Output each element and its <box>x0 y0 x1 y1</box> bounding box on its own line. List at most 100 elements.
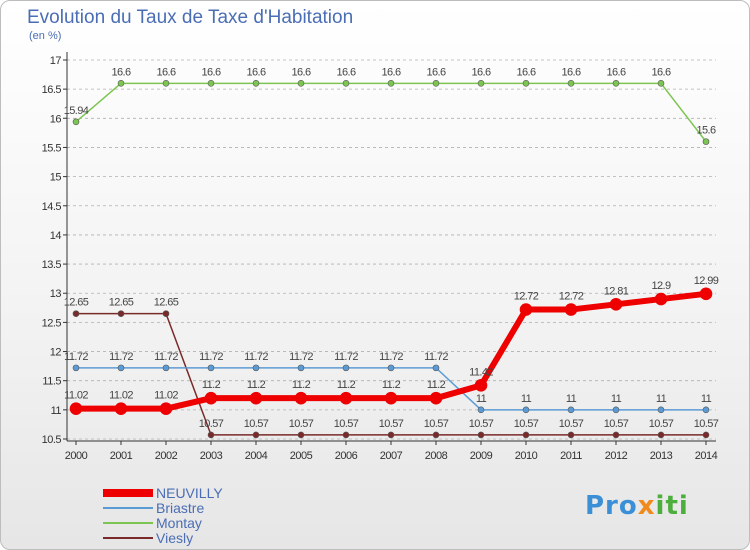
data-point-montay <box>522 80 530 87</box>
data-label-montay: 16.6 <box>426 66 445 78</box>
data-point-montay <box>477 80 485 87</box>
data-label-viesly: 10.57 <box>199 418 224 430</box>
series-line-viesly <box>76 312 706 436</box>
data-point-viesly <box>612 431 620 439</box>
data-point-neuvilly <box>609 298 623 311</box>
data-label-viesly: 12.65 <box>154 297 179 309</box>
data-point-montay <box>117 80 125 87</box>
legend-label-neuvilly: NEUVILLY <box>156 485 223 501</box>
y-tick-label: 12.5 <box>42 317 62 329</box>
chart-title: Evolution du Taux de Taxe d'Habitation <box>27 7 354 28</box>
data-label-briastre: 11 <box>611 393 622 405</box>
data-label-montay: 16.6 <box>381 66 400 78</box>
data-label-briastre: 11 <box>521 393 532 405</box>
y-tick-label: 10.5 <box>42 434 62 446</box>
data-point-montay <box>657 80 665 87</box>
data-point-montay <box>162 80 170 87</box>
y-tick-label: 11 <box>51 405 62 417</box>
data-label-neuvilly: 11.2 <box>202 379 221 391</box>
data-point-briastre <box>72 364 80 372</box>
data-point-briastre <box>297 364 305 372</box>
data-label-montay: 15.6 <box>696 125 715 137</box>
data-label-viesly: 10.57 <box>514 418 539 430</box>
data-label-neuvilly: 11.02 <box>64 390 88 402</box>
data-label-briastre: 11.72 <box>64 351 88 363</box>
data-point-viesly <box>207 431 215 439</box>
data-point-briastre <box>612 406 620 414</box>
data-point-neuvilly <box>339 391 353 405</box>
x-tick-label: 2004 <box>245 450 268 462</box>
data-point-neuvilly <box>294 391 308 405</box>
data-point-montay <box>387 80 395 87</box>
data-label-montay: 16.6 <box>156 66 175 78</box>
data-point-briastre <box>702 406 710 414</box>
data-point-montay <box>72 118 80 126</box>
logo-part-2: x <box>637 491 656 521</box>
y-tick-label: 17 <box>50 55 62 67</box>
data-label-viesly: 10.57 <box>469 418 494 430</box>
y-tick-label: 15 <box>50 172 62 184</box>
data-label-briastre: 11.72 <box>109 351 133 363</box>
x-tick-label: 2001 <box>110 450 133 462</box>
y-tick-label: 13.5 <box>42 259 62 271</box>
data-point-neuvilly <box>114 402 128 415</box>
x-tick-label: 2013 <box>650 450 673 462</box>
data-label-neuvilly: 12.99 <box>694 275 719 287</box>
data-label-montay: 16.6 <box>471 66 490 78</box>
data-label-neuvilly: 11.42 <box>469 366 493 378</box>
x-tick-label: 2002 <box>155 450 178 462</box>
data-label-montay: 16.6 <box>606 66 625 78</box>
logo-part-1: Pro <box>585 491 638 521</box>
data-label-montay: 16.6 <box>246 66 265 78</box>
data-point-briastre <box>342 364 350 372</box>
data-label-briastre: 11.72 <box>154 351 178 363</box>
x-tick-label: 2005 <box>290 450 313 462</box>
data-label-viesly: 10.57 <box>559 418 584 430</box>
data-point-viesly <box>387 431 395 439</box>
data-label-neuvilly: 11.2 <box>382 379 401 391</box>
data-label-briastre: 11 <box>566 393 577 405</box>
y-tick-label: 14.5 <box>42 201 62 213</box>
data-point-viesly <box>657 431 665 439</box>
legend-label-briastre: Briastre <box>156 500 204 516</box>
data-point-briastre <box>207 364 215 372</box>
data-label-viesly: 10.57 <box>694 418 719 430</box>
data-label-montay: 16.6 <box>336 66 355 78</box>
data-point-neuvilly <box>474 379 488 392</box>
data-label-briastre: 11.72 <box>379 351 403 363</box>
x-tick-label: 2009 <box>470 450 493 462</box>
data-label-briastre: 11.72 <box>244 351 268 363</box>
data-point-viesly <box>252 431 260 439</box>
data-point-neuvilly <box>699 287 713 301</box>
data-label-briastre: 11.72 <box>199 351 223 363</box>
x-tick-label: 2007 <box>380 450 403 462</box>
data-label-viesly: 10.57 <box>649 418 674 430</box>
data-point-briastre <box>117 364 125 372</box>
data-label-montay: 16.6 <box>651 66 670 78</box>
y-tick-label: 14 <box>50 230 62 242</box>
y-tick-label: 15.5 <box>42 142 62 154</box>
data-label-briastre: 11.72 <box>334 351 358 363</box>
data-point-viesly <box>522 431 530 439</box>
data-label-neuvilly: 11.2 <box>292 379 311 391</box>
data-label-viesly: 10.57 <box>424 418 449 430</box>
data-point-viesly <box>477 431 485 439</box>
x-tick-label: 2008 <box>425 450 448 462</box>
data-point-viesly <box>297 431 305 439</box>
y-tick-label: 16.5 <box>42 84 62 96</box>
data-point-briastre <box>657 406 665 414</box>
data-point-montay <box>432 80 440 87</box>
data-label-briastre: 11.72 <box>424 351 448 363</box>
data-point-montay <box>207 80 215 87</box>
data-label-montay: 16.6 <box>561 66 580 78</box>
unit-label: (en %) <box>29 30 62 42</box>
data-label-montay: 16.6 <box>516 66 535 78</box>
y-tick-label: 13 <box>50 288 62 300</box>
data-label-viesly: 12.65 <box>109 297 134 309</box>
data-label-neuvilly: 11.2 <box>427 379 446 391</box>
data-point-neuvilly <box>249 391 263 405</box>
data-point-viesly <box>702 431 710 439</box>
data-point-viesly <box>567 431 575 439</box>
